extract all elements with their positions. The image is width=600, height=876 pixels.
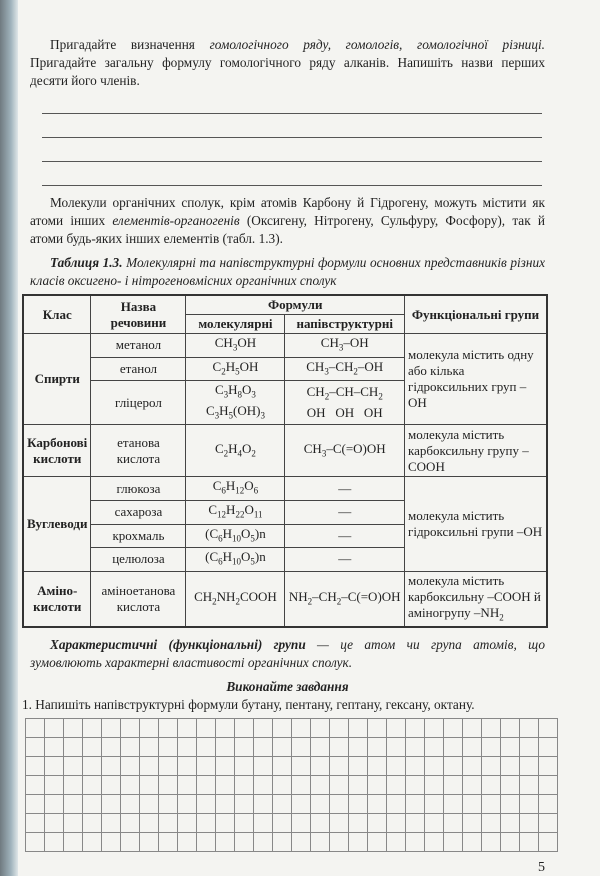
molecular-cell: C2H5OH xyxy=(185,356,286,382)
table-row: целюлоза (C6H10O5)n — xyxy=(23,547,547,572)
scan-edge xyxy=(0,0,18,876)
header-formulas: Формули xyxy=(185,294,405,315)
definition-paragraph: Характеристичні (функціональні) групи — … xyxy=(30,636,545,672)
caption-label: Таблиця 1.3. xyxy=(50,255,123,270)
table-caption: Таблиця 1.3. Молекулярні та напівструкту… xyxy=(30,254,545,290)
table-row: Аміно-кислоти аміноетанова кислота CH2NH… xyxy=(22,570,548,628)
molecular-cell: CH2NH2COOH xyxy=(185,570,286,628)
tasks-heading: Виконайте завдання xyxy=(226,679,349,695)
answer-line xyxy=(42,138,542,162)
class-cell: Аміно-кислоти xyxy=(22,570,92,628)
semi-cell: CH2–CH–CH2 OH OH OH xyxy=(284,380,405,426)
answer-line xyxy=(42,114,542,138)
class-cell: Карбонові кислоти xyxy=(22,424,92,478)
table-row: сахароза C12H22O11 — xyxy=(23,499,547,525)
molecular-cell: (C6H10O5)n xyxy=(185,547,286,572)
molecular-cell: C12H22O11 xyxy=(185,499,286,525)
text: Пригадайте загальну формулу гомологічног… xyxy=(30,55,545,88)
molecular-cell: (C6H10O5)n xyxy=(185,523,286,549)
molecular-cell: C6H12O6 xyxy=(185,476,286,501)
intro-paragraph: Пригадайте визначення гомологічного ряду… xyxy=(30,36,545,90)
formula: C3H5(OH)3 xyxy=(205,402,265,421)
italic-terms: гомологічного ряду, гомологів, гомологіч… xyxy=(209,37,545,52)
molecular-cell: C2H4O2 xyxy=(185,424,286,478)
task-1: 1. Напишіть напівструктурні формули бута… xyxy=(22,697,475,713)
name-cell: целюлоза xyxy=(90,547,187,572)
header-molecular: молекулярні xyxy=(185,314,286,334)
answer-grid[interactable] xyxy=(25,718,558,853)
text: Молекули органічних сполук, крім атомів … xyxy=(30,195,545,228)
answer-line xyxy=(42,162,542,186)
class-cell: Спирти xyxy=(22,332,92,426)
name-cell: етанова кислота xyxy=(90,424,187,478)
table-row: Вуглеводи глюкоза C6H12O6 — молекула міс… xyxy=(22,476,548,572)
name-cell: етанол xyxy=(90,356,187,382)
molecular-cell: C3H8O3 C3H5(OH)3 xyxy=(185,380,286,426)
group-cell: молекула містить карбоксильну групу –COO… xyxy=(404,424,548,478)
header-name: Назва речовини xyxy=(90,294,187,334)
table-row: етанол C2H5OH CH3–CH2–OH xyxy=(23,356,547,382)
name-cell: глюкоза xyxy=(90,476,187,501)
name-cell: крохмаль xyxy=(90,523,187,549)
formula: CH2–CH–CH2 xyxy=(306,384,383,403)
page-number: 5 xyxy=(538,860,545,876)
semi-cell: CH3–CH2–OH xyxy=(284,356,405,382)
compounds-table: Клас Назва речовини Формули Функціональн… xyxy=(22,294,548,629)
answer-line xyxy=(42,90,542,114)
semi-cell: CH3–C(=O)OH xyxy=(284,424,405,478)
italic-term: елементів-органогенів xyxy=(112,213,240,228)
header-groups: Функціональні групи xyxy=(404,294,548,334)
formula: C3H8O3 xyxy=(214,382,256,400)
name-cell: аміноетанова кислота xyxy=(90,570,187,628)
semi-cell: — xyxy=(284,499,405,525)
text: (Оксигену, Нітрогену, Сульфуру, Фосфору)… xyxy=(30,213,545,246)
header-semi: напівструктурні xyxy=(284,314,405,334)
text: Пригадайте визначення xyxy=(50,37,210,52)
name-cell: сахароза xyxy=(90,499,187,525)
group-cell: молекула містить гідроксильні групи –OH xyxy=(404,476,548,572)
semi-cell: — xyxy=(284,476,405,501)
formula: OH OH OH xyxy=(306,405,383,421)
table-row: Карбонові кислоти етанова кислота C2H4O2… xyxy=(22,424,548,478)
defined-term: Характеристичні (функціональні) групи xyxy=(50,637,306,653)
header-class: Клас xyxy=(22,294,92,334)
table-row: Спирти метанол CH3OH CH3–OH молекула міс… xyxy=(22,332,548,426)
semi-cell: NH2–CH2–C(=O)OH xyxy=(284,570,405,628)
organogens-paragraph: Молекули органічних сполук, крім атомів … xyxy=(30,194,545,248)
table-row: гліцерол C3H8O3 C3H5(OH)3 CH2–CH–CH2 OH OH… xyxy=(23,380,547,426)
molecular-cell: CH3OH xyxy=(185,333,286,358)
semi-cell: — xyxy=(284,547,405,572)
name-cell: гліцерол xyxy=(90,380,187,426)
group-cell: молекула містить карбоксильну –COOH й ам… xyxy=(404,570,548,628)
definition-text: — це атом чи група атомів, що зумовлюють… xyxy=(30,637,545,671)
page-content: Пригадайте визначення гомологічного ряду… xyxy=(22,0,558,876)
semi-cell: — xyxy=(284,523,405,549)
class-cell: Вуглеводи xyxy=(22,476,92,572)
group-cell: молекула містить одну або кілька гідрокс… xyxy=(404,332,548,426)
caption-text: Молекулярні та напівструктурні формули о… xyxy=(30,255,546,288)
semi-cell: CH3–OH xyxy=(284,333,405,358)
name-cell: метанол xyxy=(90,333,187,358)
